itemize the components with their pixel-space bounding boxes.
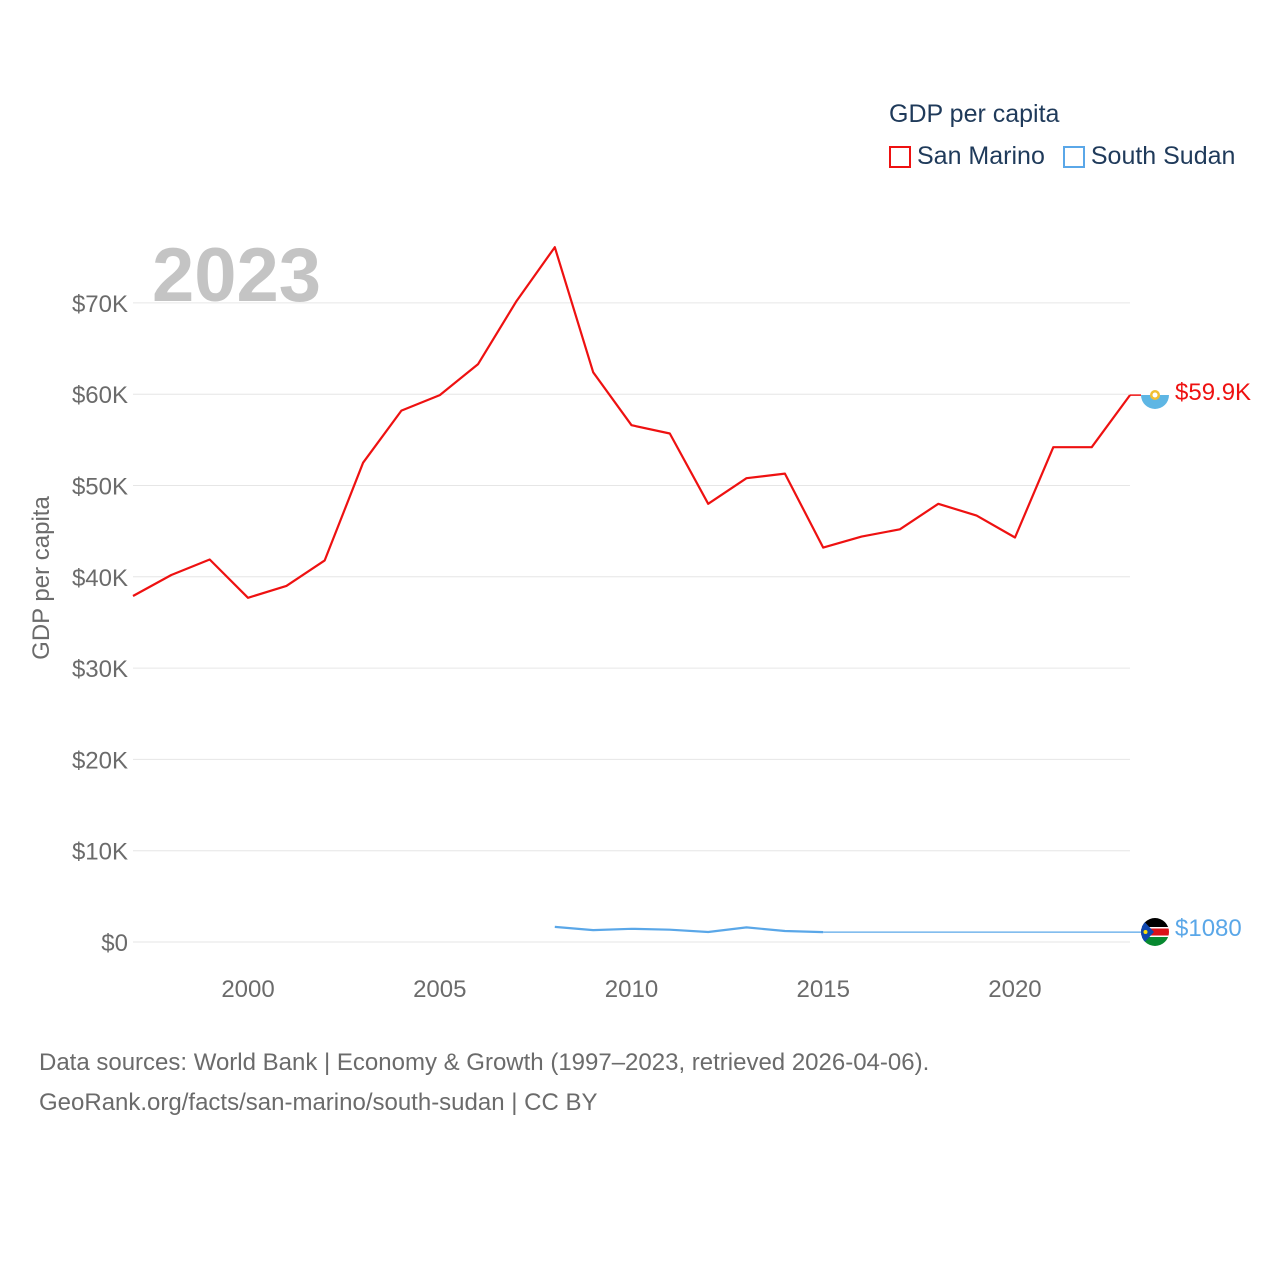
san-marino-flag-icon [1141, 381, 1169, 409]
y-axis-title: GDP per capita [28, 496, 55, 660]
x-tick-label: 2015 [797, 976, 850, 1003]
legend: San Marino South Sudan [889, 142, 1253, 171]
y-tick-label: $60K [72, 382, 128, 409]
series-line-san-marino [132, 246, 1131, 599]
legend-label-south-sudan: South Sudan [1090, 142, 1236, 170]
series-line-south-sudan [554, 925, 824, 934]
x-tick-label: 2020 [988, 976, 1041, 1003]
current-year-label: 2023 [152, 233, 322, 318]
y-tick-label: $10K [72, 839, 128, 866]
san-marino-end-value: $59.9K [1175, 379, 1252, 406]
y-tick-label: $20K [72, 747, 128, 774]
y-tick-label: $0 [101, 930, 128, 957]
legend-item-san-marino[interactable]: San Marino [889, 142, 1045, 171]
y-tick-labels: $0 $10K $20K $30K $40K $50K $60K $70K [72, 291, 128, 957]
y-tick-label: $30K [72, 656, 128, 683]
legend-item-south-sudan[interactable]: South Sudan [1062, 142, 1236, 171]
footer-attribution: GeoRank.org/facts/san-marino/south-sudan… [39, 1089, 598, 1116]
grid-lines [133, 302, 1130, 943]
legend-title: GDP per capita [889, 100, 1060, 128]
south-sudan-flag-icon [1141, 918, 1169, 946]
x-tick-label: 2005 [413, 976, 466, 1003]
footer: Data sources: World Bank | Economy & Gro… [39, 1043, 929, 1123]
x-tick-label: 2000 [221, 976, 274, 1003]
y-tick-label: $40K [72, 565, 128, 592]
legend-swatch-san-marino [889, 145, 911, 168]
x-tick-label: 2010 [605, 976, 658, 1003]
series-lines [132, 246, 1141, 934]
legend-swatch-south-sudan [1062, 145, 1085, 168]
y-tick-label: $50K [72, 474, 128, 501]
x-tick-labels: 2000 2005 2010 2015 2020 [221, 976, 1041, 1003]
legend-label-san-marino: San Marino [917, 142, 1045, 170]
footer-sources: Data sources: World Bank | Economy & Gro… [39, 1049, 930, 1076]
south-sudan-end-value: $1080 [1175, 915, 1242, 942]
y-tick-label: $70K [72, 291, 128, 318]
